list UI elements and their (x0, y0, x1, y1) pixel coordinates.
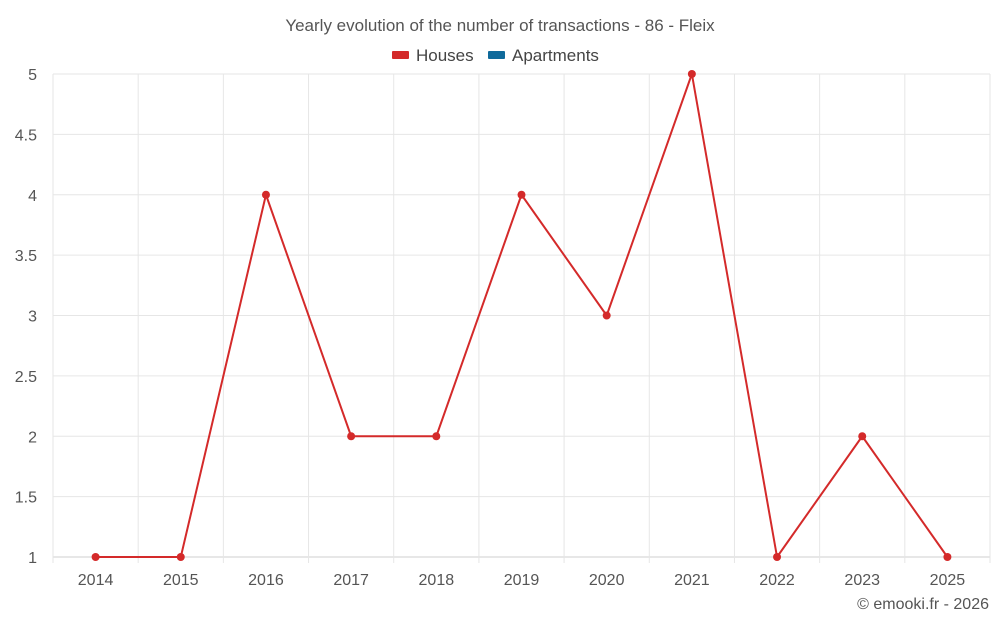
legend-item-houses[interactable]: Houses (392, 46, 474, 65)
x-axis-tick-labels: 2014 2015 2016 2017 2018 2019 2020 2021 2022 2023… (78, 572, 966, 589)
data-point-houses[interactable] (176, 553, 185, 561)
x-tick-label: 2020 (589, 572, 625, 589)
y-tick-label: 4 (28, 188, 37, 205)
legend-label-apartments: Apartments (512, 46, 599, 65)
data-point-houses[interactable] (91, 553, 100, 561)
data-point-houses[interactable] (432, 432, 441, 441)
y-tick-label: 2 (28, 429, 37, 446)
data-point-houses[interactable] (773, 553, 782, 561)
y-tick-label: 4.5 (15, 127, 37, 144)
data-point-houses[interactable] (943, 553, 952, 561)
x-tick-label: 2014 (78, 572, 114, 589)
legend-swatch-apartments (488, 51, 505, 59)
y-grid (53, 73, 990, 558)
x-tick-label: 2019 (504, 572, 540, 589)
x-tick-label: 2021 (674, 572, 710, 589)
data-point-houses[interactable] (517, 190, 526, 199)
x-tick-label: 2022 (759, 572, 795, 589)
data-point-houses[interactable] (687, 70, 696, 78)
chart-title: Yearly evolution of the number of transa… (285, 16, 715, 35)
x-grid (52, 74, 991, 563)
y-tick-label: 3.5 (15, 248, 37, 265)
data-point-houses[interactable] (602, 311, 611, 320)
y-axis-tick-labels: 1 1.5 2 2.5 3 3.5 4 4.5 5 (15, 67, 37, 567)
y-tick-label: 5 (28, 67, 37, 84)
legend-item-apartments[interactable]: Apartments (488, 46, 599, 65)
x-tick-label: 2016 (248, 572, 284, 589)
x-tick-label: 2023 (844, 572, 880, 589)
x-tick-label: 2015 (163, 572, 199, 589)
series-layer (91, 70, 952, 561)
y-tick-label: 1.5 (15, 490, 37, 507)
data-point-houses[interactable] (261, 190, 270, 199)
x-tick-label: 2017 (333, 572, 369, 589)
x-tick-label: 2025 (930, 572, 966, 589)
y-tick-label: 3 (28, 309, 37, 326)
data-point-houses[interactable] (858, 432, 867, 441)
legend-swatch-houses (392, 51, 409, 59)
legend: Houses Apartments (392, 46, 599, 65)
credit-text: © emooki.fr - 2026 (857, 596, 989, 613)
x-tick-label: 2018 (419, 572, 455, 589)
data-point-houses[interactable] (347, 432, 356, 441)
y-tick-label: 2.5 (15, 369, 37, 386)
legend-label-houses: Houses (416, 46, 474, 65)
y-tick-label: 1 (28, 550, 37, 567)
